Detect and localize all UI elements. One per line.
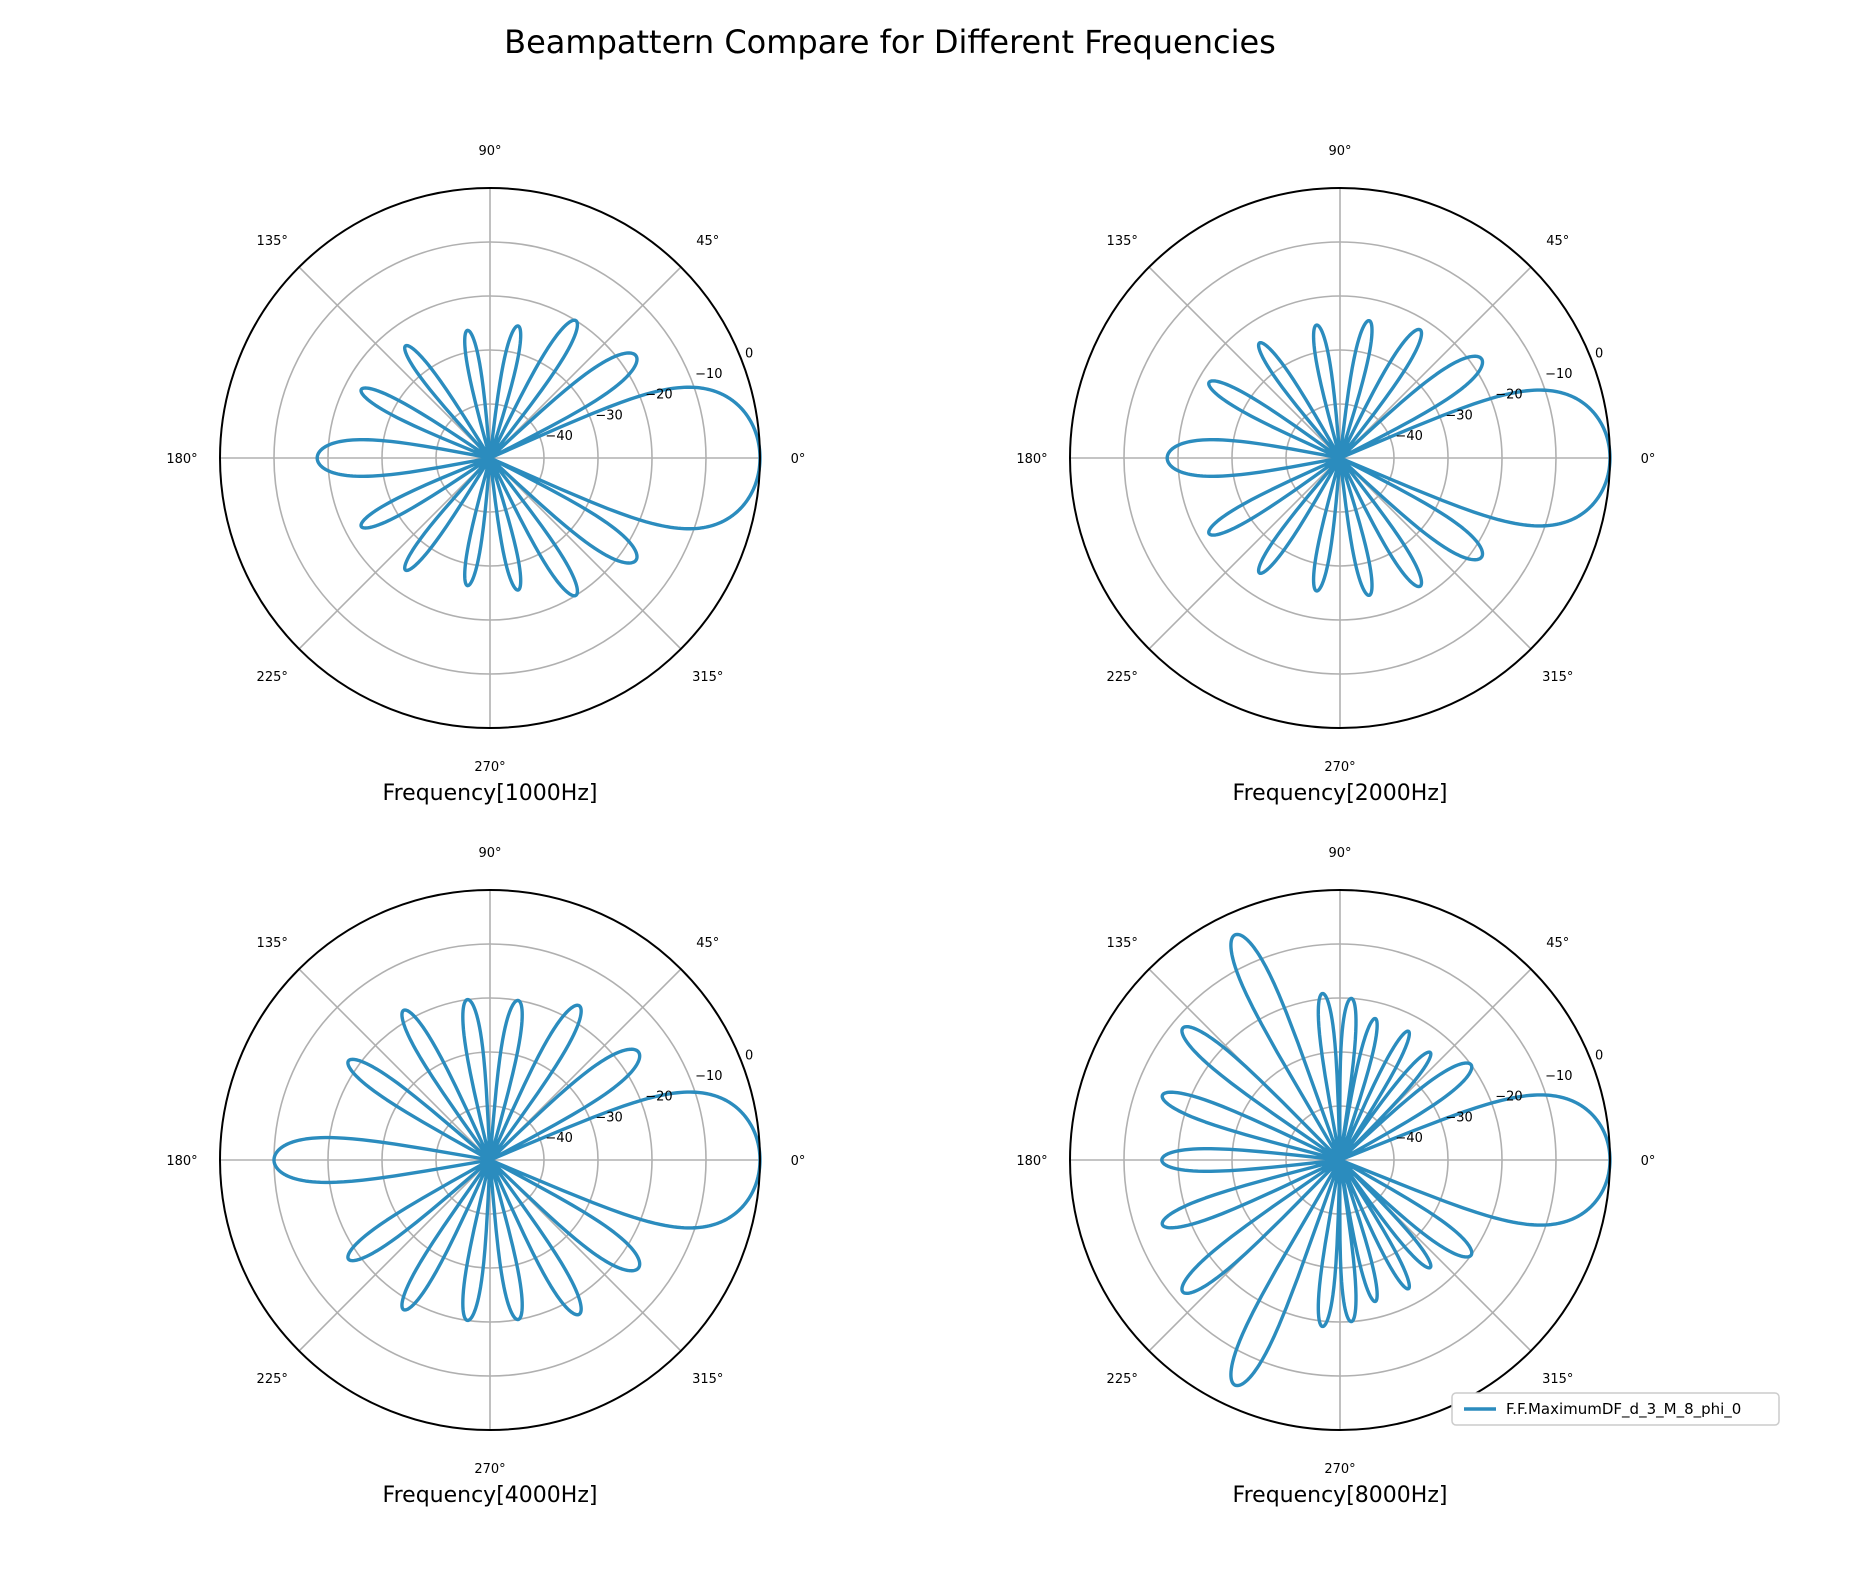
radial-tick-label: −30 xyxy=(595,1110,622,1125)
subplot-title: Frequency[8000Hz] xyxy=(1233,1483,1448,1508)
radial-tick-label: −40 xyxy=(1395,1131,1422,1146)
angle-tick-label: 225° xyxy=(1107,670,1138,685)
angular-gridline xyxy=(1339,266,1532,459)
radial-tick-label: −40 xyxy=(545,429,572,444)
polar-frame xyxy=(1069,889,1611,1431)
subplot-title: Frequency[4000Hz] xyxy=(383,1483,598,1508)
radial-tick-label: −40 xyxy=(1395,429,1422,444)
angle-tick-label: 315° xyxy=(1542,670,1573,685)
angle-tick-label: 0° xyxy=(791,1154,806,1169)
angular-gridline xyxy=(489,457,682,650)
angle-tick-label: 45° xyxy=(696,234,719,249)
angle-tick-label: 180° xyxy=(166,452,197,467)
polar-subplot: 0° 45° 90° 135° 180° 225° 270° 315° −40 −30 −20 −10… xyxy=(166,144,805,806)
angle-tick-label: 180° xyxy=(166,1154,197,1169)
radial-tick-label: 0 xyxy=(745,346,753,361)
angle-tick-label: 315° xyxy=(692,1372,723,1387)
angle-tick-label: 90° xyxy=(1328,846,1351,861)
legend-frame xyxy=(1451,1392,1780,1426)
angular-gridline xyxy=(1148,266,1341,459)
radial-tick-label: −10 xyxy=(695,1069,722,1084)
angle-tick-label: 90° xyxy=(478,144,501,159)
angular-gridline xyxy=(298,968,491,1161)
subplot-title: Frequency[1000Hz] xyxy=(383,781,598,806)
angle-tick-label: 180° xyxy=(1016,1154,1047,1169)
angular-gridline xyxy=(298,457,491,650)
angle-tick-label: 315° xyxy=(692,670,723,685)
radial-tick-label: −30 xyxy=(595,408,622,423)
angle-tick-label: 315° xyxy=(1542,1372,1573,1387)
radial-tick-label: −10 xyxy=(1545,367,1572,382)
angle-tick-label: 135° xyxy=(257,234,288,249)
angular-gridline xyxy=(298,266,491,459)
angle-tick-label: 0° xyxy=(1641,1154,1656,1169)
radial-tick-label: −20 xyxy=(645,388,672,403)
angle-tick-label: 45° xyxy=(1546,234,1569,249)
figure-title: Beampattern Compare for Different Freque… xyxy=(504,23,1276,61)
angle-tick-label: 135° xyxy=(1107,234,1138,249)
beampattern-line xyxy=(1160,932,1612,1388)
polar-frame xyxy=(219,187,761,729)
radial-tick-label: −20 xyxy=(645,1090,672,1105)
radial-tick-label: 0 xyxy=(1595,1048,1603,1063)
angle-tick-label: 45° xyxy=(696,936,719,951)
angle-tick-label: 225° xyxy=(257,670,288,685)
angle-tick-label: 225° xyxy=(257,1372,288,1387)
angle-tick-label: 270° xyxy=(474,760,505,775)
angle-tick-label: 270° xyxy=(1324,760,1355,775)
angular-gridline xyxy=(489,266,682,459)
radial-tick-label: −20 xyxy=(1495,1090,1522,1105)
legend-label: F.F.MaximumDF_d_3_M_8_phi_0 xyxy=(1506,1400,1741,1419)
angle-tick-label: 270° xyxy=(1324,1462,1355,1477)
polar-subplot: 0° 45° 90° 135° 180° 225° 270° 315° −40 −30 −20 −10… xyxy=(166,846,805,1508)
angle-tick-label: 135° xyxy=(1107,936,1138,951)
radial-tick-label: −10 xyxy=(1545,1069,1572,1084)
beampattern-line xyxy=(1165,318,1612,598)
angular-gridline xyxy=(298,1159,491,1352)
beampattern-line xyxy=(272,997,762,1323)
polar-subplot: 0° 45° 90° 135° 180° 225° 270° 315° −40 −30 −20 −10… xyxy=(1016,846,1655,1508)
polar-frame xyxy=(219,889,761,1431)
radial-tick-label: −20 xyxy=(1495,388,1522,403)
subplot-title: Frequency[2000Hz] xyxy=(1233,781,1448,806)
polar-subplot: 0° 45° 90° 135° 180° 225° 270° 315° −40 −30 −20 −10… xyxy=(1016,144,1655,806)
beampattern-line xyxy=(315,318,762,598)
angle-tick-label: 90° xyxy=(478,846,501,861)
radial-tick-label: 0 xyxy=(1595,346,1603,361)
radial-tick-label: −30 xyxy=(1445,408,1472,423)
angle-tick-label: 135° xyxy=(257,936,288,951)
angle-tick-label: 90° xyxy=(1328,144,1351,159)
radial-tick-label: −30 xyxy=(1445,1110,1472,1125)
angle-tick-label: 0° xyxy=(1641,452,1656,467)
angular-gridline xyxy=(1148,457,1341,650)
legend: F.F.MaximumDF_d_3_M_8_phi_0 xyxy=(1451,1392,1780,1426)
angle-tick-label: 225° xyxy=(1107,1372,1138,1387)
radial-tick-label: −10 xyxy=(695,367,722,382)
angle-tick-label: 180° xyxy=(1016,452,1047,467)
radial-tick-label: −40 xyxy=(545,1131,572,1146)
angular-gridline xyxy=(1339,457,1532,650)
angle-tick-label: 0° xyxy=(791,452,806,467)
polar-frame xyxy=(1069,187,1611,729)
subplots: 0° 45° 90° 135° 180° 225° 270° 315° −40 −30 −20 −10… xyxy=(166,144,1655,1508)
angle-tick-label: 45° xyxy=(1546,936,1569,951)
radial-tick-label: 0 xyxy=(745,1048,753,1063)
angle-tick-label: 270° xyxy=(474,1462,505,1477)
